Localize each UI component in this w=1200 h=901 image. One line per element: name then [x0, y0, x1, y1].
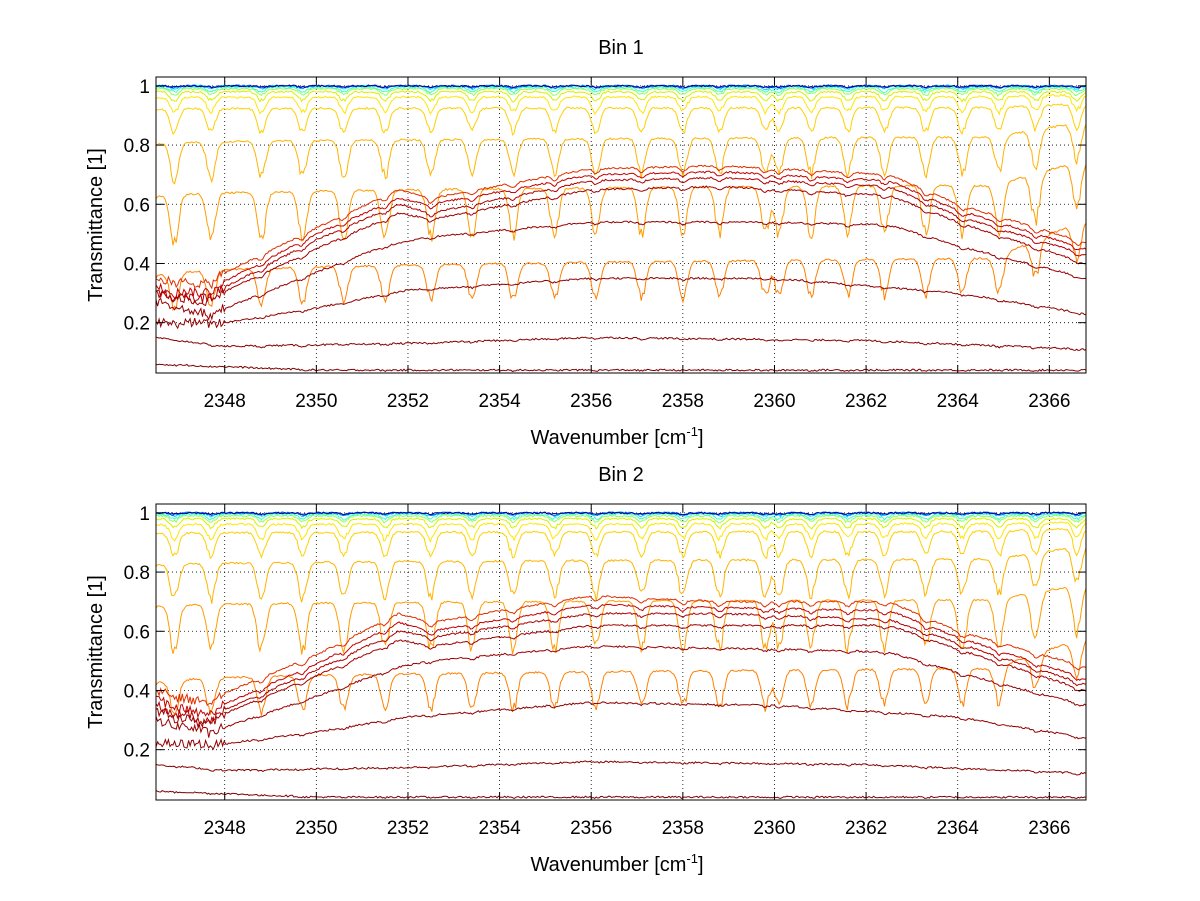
y-tick-label: 0.4 — [124, 254, 151, 275]
series-line — [155, 527, 1087, 560]
x-tick-label: 2364 — [937, 391, 980, 412]
series-line — [156, 595, 1087, 706]
series-line — [155, 87, 1087, 97]
series-line — [155, 85, 1087, 94]
y-tick-label: 1 — [139, 77, 150, 98]
series-line — [155, 185, 1086, 307]
series-line — [155, 90, 1087, 103]
panel-bin-2: Bin 2 Transmittance [1] Wavenumber [cm-1… — [85, 464, 1087, 876]
y-tick-label: 0.2 — [124, 314, 150, 335]
x-tick-label: 2366 — [1028, 391, 1070, 412]
x-axis-label-superscript: -1 — [686, 424, 698, 439]
x-tick-label: 2352 — [387, 818, 429, 839]
series-line — [156, 363, 1087, 373]
series-line — [155, 276, 1087, 330]
series-line — [155, 701, 1087, 751]
x-tick-label: 2348 — [204, 391, 246, 412]
y-axis-ticks: 0.2 0.4 0.6 0.8 1 — [124, 504, 1086, 762]
panel-bin-1: Bin 1 Transmittance [1] Wavenumber [cm-1… — [85, 37, 1087, 449]
x-axis-label: Wavenumber [cm-1] — [530, 851, 703, 876]
series-line — [155, 84, 1087, 89]
axes-box — [155, 503, 1087, 801]
series-line — [155, 603, 1087, 719]
series-line — [155, 176, 1087, 304]
x-tick-label: 2358 — [662, 818, 704, 839]
x-tick-label: 2356 — [570, 391, 612, 412]
series-line — [155, 760, 1087, 776]
y-tick-label: 0.8 — [124, 563, 150, 584]
y-tick-label: 0.4 — [124, 681, 151, 702]
series-line — [155, 512, 1087, 521]
series-line — [155, 93, 1087, 116]
x-axis-label-main: Wavenumber [cm — [530, 427, 686, 449]
plot-lines — [155, 511, 1087, 800]
x-tick-label: 2356 — [570, 818, 612, 839]
x-axis-label-main: Wavenumber [cm — [530, 854, 686, 876]
series-line — [155, 164, 1087, 290]
y-axis-ticks: 0.2 0.4 0.6 0.8 1 — [124, 77, 1086, 335]
y-tick-label: 0.8 — [124, 136, 150, 157]
y-tick-label: 1 — [139, 504, 150, 525]
x-axis-label-superscript: -1 — [686, 851, 698, 866]
x-tick-label: 2352 — [387, 391, 429, 412]
series-line — [155, 517, 1087, 531]
x-tick-label: 2354 — [478, 818, 521, 839]
series-line — [155, 124, 1087, 185]
x-tick-label: 2350 — [295, 818, 337, 839]
x-tick-label: 2360 — [753, 391, 795, 412]
series-line — [155, 521, 1087, 544]
y-tick-label: 0.2 — [124, 741, 150, 762]
x-tick-label: 2358 — [662, 391, 704, 412]
series-line — [155, 511, 1087, 516]
series-line — [155, 611, 1087, 725]
series-line — [155, 103, 1087, 137]
plot-lines — [155, 84, 1087, 373]
series-line — [155, 640, 1087, 716]
x-tick-label: 2362 — [845, 391, 887, 412]
series-line — [155, 164, 1087, 246]
x-tick-label: 2350 — [295, 391, 337, 412]
series-line — [155, 170, 1087, 299]
y-axis-label: Transmittance [1] — [85, 148, 107, 302]
x-axis-label: Wavenumber [cm-1] — [530, 424, 703, 449]
series-line — [155, 547, 1087, 604]
x-axis-ticks: 2348 2350 2352 2354 2356 2358 2360 2362 2364 2366 — [204, 504, 1070, 839]
x-axis-label-suffix: ] — [698, 854, 704, 876]
series-line — [155, 623, 1087, 729]
axes-box — [155, 76, 1087, 374]
series-line — [155, 222, 1087, 312]
x-tick-label: 2366 — [1028, 818, 1070, 839]
x-tick-label: 2364 — [937, 818, 980, 839]
series-line — [155, 336, 1087, 352]
y-axis-label: Transmittance [1] — [85, 575, 107, 729]
x-tick-label: 2348 — [204, 818, 246, 839]
x-tick-label: 2362 — [845, 818, 887, 839]
series-line — [155, 514, 1087, 524]
x-axis-ticks: 2348 2350 2352 2354 2356 2358 2360 2362 2364 2366 — [204, 77, 1070, 412]
y-tick-label: 0.6 — [124, 195, 150, 216]
panel-title: Bin 2 — [598, 464, 644, 486]
x-tick-label: 2354 — [478, 391, 521, 412]
series-line — [155, 790, 1087, 800]
x-tick-label: 2360 — [753, 818, 795, 839]
series-line — [155, 586, 1087, 655]
panel-title: Bin 1 — [598, 37, 644, 59]
y-tick-label: 0.6 — [124, 622, 150, 643]
x-axis-label-suffix: ] — [698, 427, 704, 449]
series-line — [155, 220, 1087, 321]
series-line — [155, 644, 1087, 738]
